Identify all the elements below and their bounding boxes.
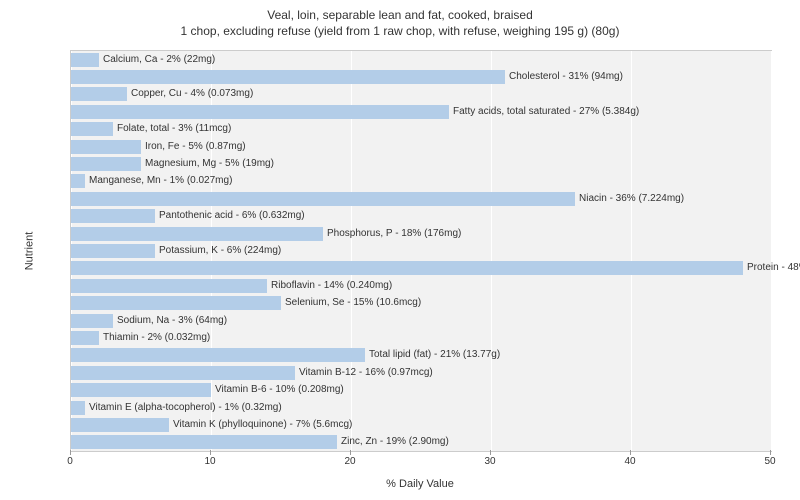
nutrient-bar-label: Vitamin B-12 - 16% (0.97mcg) [295,366,433,380]
nutrient-bar-label: Iron, Fe - 5% (0.87mg) [141,140,246,154]
x-axis-title: % Daily Value [386,478,454,490]
x-tick [210,450,211,455]
nutrient-bar-label: Cholesterol - 31% (94mg) [505,70,623,84]
nutrient-bar [71,348,365,362]
nutrient-bar-label: Magnesium, Mg - 5% (19mg) [141,157,274,171]
nutrient-bar [71,105,449,119]
nutrient-bar [71,261,743,275]
title-line-2: 1 chop, excluding refuse (yield from 1 r… [181,24,620,38]
nutrient-bar-label: Calcium, Ca - 2% (22mg) [99,53,215,67]
x-tick [350,450,351,455]
nutrient-bar [71,244,155,258]
nutrient-bar-label: Manganese, Mn - 1% (0.027mg) [85,174,232,188]
nutrient-bar-label: Vitamin E (alpha-tocopherol) - 1% (0.32m… [85,401,282,415]
nutrient-bar [71,70,505,84]
x-tick [630,450,631,455]
nutrient-bar [71,279,267,293]
nutrient-bar [71,296,281,310]
nutrient-bar [71,331,99,345]
nutrient-bar-label: Pantothenic acid - 6% (0.632mg) [155,209,305,223]
nutrient-bar-label: Copper, Cu - 4% (0.073mg) [127,87,253,101]
nutrient-bar [71,174,85,188]
x-tick-label: 40 [624,456,635,467]
x-tick-label: 0 [67,456,73,467]
chart-container: Veal, loin, separable lean and fat, cook… [0,0,800,500]
nutrient-bar-label: Riboflavin - 14% (0.240mg) [267,279,392,293]
nutrient-bar-label: Zinc, Zn - 19% (2.90mg) [337,435,449,449]
nutrient-bar [71,314,113,328]
nutrient-bar-label: Fatty acids, total saturated - 27% (5.38… [449,105,639,119]
x-tick-label: 20 [344,456,355,467]
nutrient-bar [71,122,113,136]
nutrient-bar [71,366,295,380]
x-tick-label: 50 [764,456,775,467]
nutrient-bar [71,140,141,154]
nutrient-bar-label: Total lipid (fat) - 21% (13.77g) [365,348,500,362]
title-line-1: Veal, loin, separable lean and fat, cook… [267,8,533,22]
gridline [771,51,772,451]
chart-title: Veal, loin, separable lean and fat, cook… [0,0,800,39]
nutrient-bar [71,227,323,241]
nutrient-bar [71,418,169,432]
x-tick [70,450,71,455]
nutrient-bar [71,53,99,67]
nutrient-bar-label: Vitamin K (phylloquinone) - 7% (5.6mcg) [169,418,352,432]
x-tick [490,450,491,455]
nutrient-bar-label: Vitamin B-6 - 10% (0.208mg) [211,383,344,397]
nutrient-bar [71,435,337,449]
x-tick-label: 30 [484,456,495,467]
plot-area: Calcium, Ca - 2% (22mg) Cholesterol - 31%… [70,50,772,452]
x-tick [770,450,771,455]
nutrient-bar-label: Phosphorus, P - 18% (176mg) [323,227,461,241]
nutrient-bar [71,401,85,415]
nutrient-bar-label: Folate, total - 3% (11mcg) [113,122,231,136]
y-axis-title: Nutrient [23,232,35,271]
nutrient-bar [71,383,211,397]
nutrient-bar [71,87,127,101]
nutrient-bar-label: Protein - 48% (24.15g) [743,261,800,275]
nutrient-bar-label: Niacin - 36% (7.224mg) [575,192,684,206]
nutrient-bar [71,209,155,223]
nutrient-bar-label: Selenium, Se - 15% (10.6mcg) [281,296,421,310]
nutrient-bar-label: Sodium, Na - 3% (64mg) [113,314,227,328]
x-tick-label: 10 [204,456,215,467]
nutrient-bar [71,157,141,171]
nutrient-bar-label: Potassium, K - 6% (224mg) [155,244,281,258]
nutrient-bar [71,192,575,206]
nutrient-bar-label: Thiamin - 2% (0.032mg) [99,331,210,345]
